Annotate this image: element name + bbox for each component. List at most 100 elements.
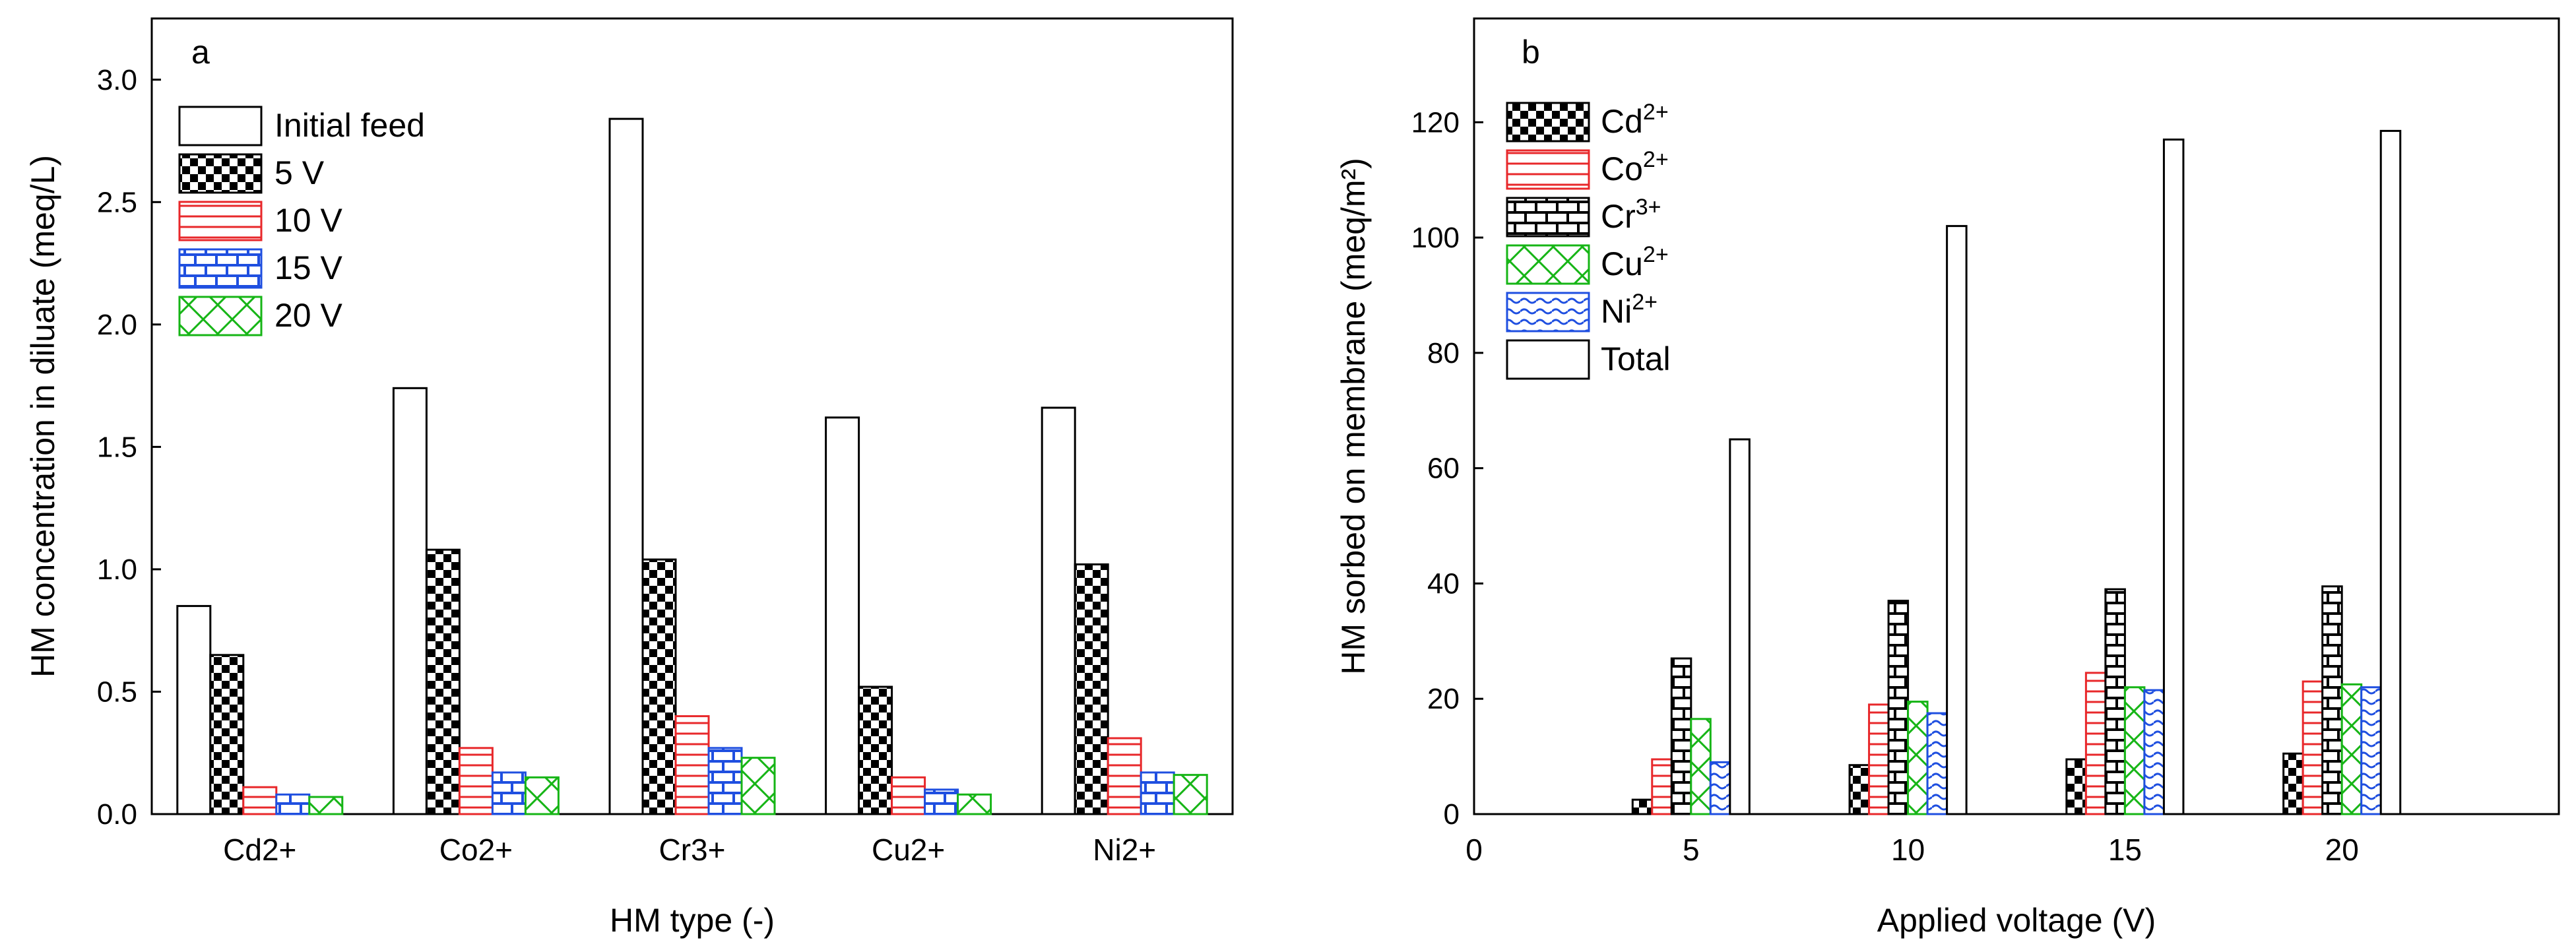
bar-initial-feed-cu2plus	[825, 416, 860, 815]
bar-co-5v	[1651, 758, 1673, 815]
bar-cr-10v	[1887, 600, 1910, 815]
x-tick-label: 5	[1683, 833, 1700, 867]
y-tick-label: 120	[1411, 106, 1460, 139]
bar-cr-20v	[2321, 585, 2343, 815]
bar-10-v-cu2plus	[891, 776, 926, 815]
legend-ion-charge: 2+	[1643, 147, 1669, 172]
panel-a-chart: 0.0 0.5 1.0 1.5 2.0 2.5 3.0 Cd2+ Co2+ Cr3+ Cu2+ Ni2…	[24, 17, 1234, 939]
legend-label: Cr3+	[1601, 195, 1661, 235]
legend: Initial feed 5 V 10 V 15 V 20 V	[178, 106, 425, 336]
bar-cr-15v	[2104, 588, 2126, 815]
legend: Cd2+Co2+Cr3+Cu2+Ni2+Total	[1506, 100, 1671, 380]
bar-10-v-ni2plus	[1107, 737, 1142, 815]
x-tick-label: 0	[1465, 833, 1483, 867]
legend-label: 5 V	[274, 154, 325, 191]
legend-swatch	[1506, 102, 1590, 142]
legend-ion-name: Co	[1601, 150, 1643, 187]
legend-label: Cd2+	[1601, 100, 1669, 140]
bar-5-v-co2plus	[425, 548, 461, 815]
legend-ion-name: Cr	[1601, 198, 1636, 235]
bar-20-v-cu2plus	[957, 793, 992, 815]
bar-ni-10v	[1926, 712, 1948, 815]
y-axis-title: HM concentration in diluate (meq/L)	[24, 155, 61, 678]
bar-total-10v	[1946, 225, 1968, 815]
y-tick-label: 2.0	[97, 309, 137, 341]
bar-15-v-cd2plus	[275, 793, 311, 815]
x-axis-title: Applied voltage (V)	[1877, 902, 2156, 939]
bar-cd-20v	[2282, 752, 2304, 815]
bar-ni-5v	[1709, 761, 1731, 815]
y-tick-label: 20	[1427, 683, 1460, 715]
bar-10-v-co2plus	[458, 747, 494, 815]
bar-cu-10v	[1907, 701, 1929, 815]
x-tick-label: Cd2+	[223, 833, 296, 867]
plot-frame	[1473, 17, 2560, 815]
x-tick-label: 10	[1891, 833, 1925, 867]
bar-15-v-cr3plus	[707, 747, 743, 815]
y-tick-label: 0.5	[97, 676, 137, 708]
bar-total-20v	[2379, 129, 2402, 815]
legend-label: Ni2+	[1601, 290, 1658, 330]
y-tick-label: 1.5	[97, 431, 137, 463]
bar-initial-feed-cd2plus	[176, 605, 212, 815]
bar-5-v-cd2plus	[209, 654, 245, 815]
bar-ni-15v	[2143, 689, 2165, 815]
bar-cu-5v	[1690, 718, 1712, 815]
legend-label: Total	[1601, 340, 1671, 377]
legend-swatch	[178, 201, 263, 241]
y-axis-title: HM sorbed on membrane (meq/m²)	[1335, 158, 1372, 675]
bar-initial-feed-cr3plus	[608, 117, 644, 815]
legend-label: Initial feed	[274, 107, 425, 144]
bar-20-v-ni2plus	[1173, 774, 1208, 815]
legend-ion-name: Ni	[1601, 293, 1632, 330]
legend-swatch	[1506, 339, 1590, 380]
y-tick-label: 100	[1411, 222, 1460, 254]
legend-swatch	[178, 296, 263, 336]
bar-cd-15v	[2065, 758, 2087, 815]
y-tick-label: 40	[1427, 567, 1460, 600]
bar-cu-20v	[2340, 683, 2363, 815]
legend-ion-name: Cd	[1601, 103, 1643, 140]
legend-label: 20 V	[274, 297, 343, 334]
y-tick-label: 60	[1427, 453, 1460, 485]
bar-5-v-ni2plus	[1074, 563, 1109, 815]
legend-ion-charge: 2+	[1632, 290, 1658, 315]
y-tick-label: 1.0	[97, 554, 137, 586]
bar-cu-15v	[2123, 686, 2146, 815]
bar-cd-10v	[1848, 764, 1871, 815]
bar-total-5v	[1729, 438, 1751, 815]
legend-ion-charge: 3+	[1636, 195, 1661, 220]
bar-cr-5v	[1670, 657, 1692, 815]
x-tick-label: Co2+	[439, 833, 513, 867]
panel-label-a: a	[191, 34, 210, 71]
legend-label: 15 V	[274, 249, 343, 286]
bar-5-v-cr3plus	[641, 558, 677, 815]
bar-co-20v	[2302, 680, 2324, 815]
y-tick-label: 0	[1444, 798, 1460, 831]
bar-20-v-cr3plus	[740, 757, 776, 815]
legend-ion-name: Total	[1601, 340, 1671, 377]
y-tick-label: 0.0	[97, 798, 137, 831]
bar-co-15v	[2084, 672, 2107, 815]
legend-swatch	[178, 248, 263, 289]
panel-label-b: b	[1522, 34, 1540, 71]
legend-label: Cu2+	[1601, 242, 1669, 282]
legend-swatch	[1506, 149, 1590, 190]
x-tick-label: Cu2+	[872, 833, 945, 867]
bar-20-v-co2plus	[524, 776, 560, 815]
legend-ion-charge: 2+	[1643, 100, 1669, 125]
legend-swatch	[1506, 292, 1590, 332]
bar-15-v-cu2plus	[924, 788, 959, 815]
legend-ion-name: Cu	[1601, 245, 1643, 282]
bar-5-v-cu2plus	[858, 685, 893, 815]
x-axis-title: HM type (-)	[610, 902, 775, 939]
y-tick-label: 80	[1427, 337, 1460, 369]
legend-swatch	[1506, 244, 1590, 285]
legend-ion-charge: 2+	[1643, 242, 1669, 267]
bar-15-v-ni2plus	[1140, 771, 1175, 815]
legend-swatch	[178, 106, 263, 146]
y-tick-label: 2.5	[97, 186, 137, 218]
bar-10-v-cd2plus	[242, 786, 278, 815]
legend-label: Co2+	[1601, 147, 1669, 187]
